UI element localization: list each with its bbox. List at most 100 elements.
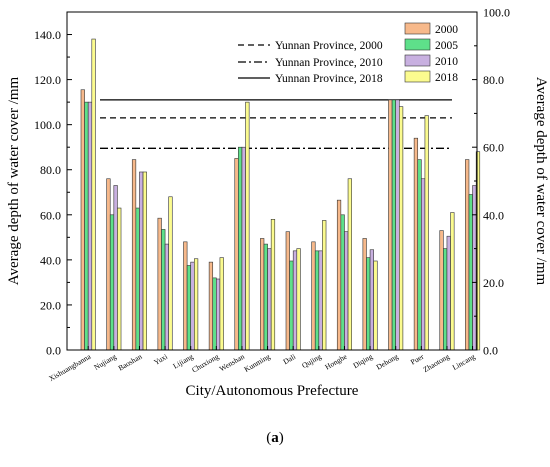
legend-reference-label: Yunnan Province, 2018 [275, 73, 383, 85]
bar [362, 238, 367, 351]
legend-series-swatch [404, 54, 431, 67]
bar [468, 194, 473, 351]
y-tick-label-left: 40.0 [40, 253, 61, 267]
x-axis-label: City/Autonomous Prefecture [186, 383, 359, 399]
y-tick-label-right: 40.0 [483, 208, 504, 222]
y-axis-label-right: Average depth of water cover /mm [533, 77, 549, 286]
legend: Yunnan Province, 2000 Yunnan Province, 20… [238, 22, 458, 85]
bar [80, 89, 85, 351]
bar [285, 231, 290, 351]
bar [289, 260, 294, 351]
bar [208, 261, 214, 351]
y-tick-label-right: 20.0 [483, 276, 504, 290]
x-tick-label: Yuxi [152, 352, 169, 367]
bar [113, 185, 118, 351]
bar [106, 178, 111, 351]
bar [84, 101, 89, 351]
legend-series-swatch [404, 70, 431, 83]
y-tick-label-right: 80.0 [483, 73, 504, 87]
bar [216, 278, 221, 351]
y-tick-label-right: 0.0 [483, 344, 498, 358]
bar [314, 250, 320, 351]
legend-series-label: 2018 [435, 72, 458, 84]
x-tick-label: Wenshan [218, 352, 246, 374]
bar [340, 214, 345, 351]
bar [142, 171, 147, 351]
y-tick-label-left: 100.0 [34, 118, 61, 132]
y-tick-label-left: 120.0 [34, 73, 61, 87]
y-tick-label-left: 20.0 [40, 298, 61, 312]
bar [421, 178, 426, 351]
legend-series-label: 2010 [435, 56, 458, 68]
x-tick-label: Dali [282, 352, 298, 366]
bar [91, 38, 96, 351]
bar [245, 101, 250, 351]
bar [190, 261, 195, 351]
bar [263, 243, 268, 351]
legend-series-swatch [404, 38, 431, 51]
bar [395, 99, 400, 351]
bar [168, 196, 173, 351]
bar [87, 101, 93, 351]
y-tick-label-right: 100.0 [483, 6, 510, 20]
bar [443, 248, 448, 351]
x-tick-label: Lincang [451, 352, 477, 372]
bar [475, 151, 481, 351]
bar [183, 241, 188, 351]
bar [135, 207, 140, 351]
bar [267, 248, 272, 351]
bars-layer [80, 38, 481, 351]
legend-series-swatch [404, 22, 431, 35]
bar [139, 171, 144, 351]
y-tick-label-right: 60.0 [483, 141, 504, 155]
y-axis-label-left: Average depth of water cover /mm [6, 76, 22, 285]
caption-open: ( [266, 430, 272, 446]
bar [164, 243, 169, 351]
bar [465, 159, 470, 351]
bar [398, 106, 404, 351]
bar [260, 238, 265, 351]
bar [161, 229, 166, 351]
bar [234, 158, 239, 351]
bar [388, 99, 393, 351]
x-tick-label: Honghe [323, 352, 349, 372]
bar [446, 235, 451, 351]
bar [270, 219, 276, 351]
bar [347, 178, 352, 351]
bar [439, 230, 444, 351]
bar [157, 217, 162, 351]
bar [241, 146, 246, 351]
bar [109, 214, 115, 351]
x-tick-label: Qujing [300, 352, 323, 370]
figure-caption: (a) [0, 430, 550, 447]
bar [186, 265, 192, 351]
x-tick-label: Dehong [375, 352, 400, 372]
x-tick-label: Nujiang [92, 352, 118, 372]
x-tick-label: Kunming [243, 352, 272, 374]
bar [296, 248, 301, 351]
bar [366, 257, 371, 351]
bar [413, 137, 419, 351]
legend-series-label: 2000 [435, 24, 458, 36]
bar [117, 207, 122, 351]
y-tick-label-left: 60.0 [40, 208, 61, 222]
caption-close: ) [278, 430, 284, 446]
bar [424, 115, 429, 351]
bar [194, 258, 199, 351]
bar [238, 146, 243, 351]
x-tick-label: Diqing [352, 352, 375, 370]
bar [212, 277, 217, 351]
bar [292, 250, 298, 351]
y-tick-label-left: 0.0 [46, 344, 61, 358]
y-tick-label-left: 140.0 [34, 28, 61, 42]
bar [391, 99, 397, 351]
x-tick-label: Chuxiong [190, 352, 220, 375]
y-tick-label-left: 80.0 [40, 163, 61, 177]
bar [311, 241, 316, 351]
bar [450, 212, 455, 351]
x-tick-label: Baoshan [117, 352, 144, 373]
legend-series-label: 2005 [435, 40, 458, 52]
bar [219, 257, 224, 351]
caption-letter: a [271, 430, 279, 446]
